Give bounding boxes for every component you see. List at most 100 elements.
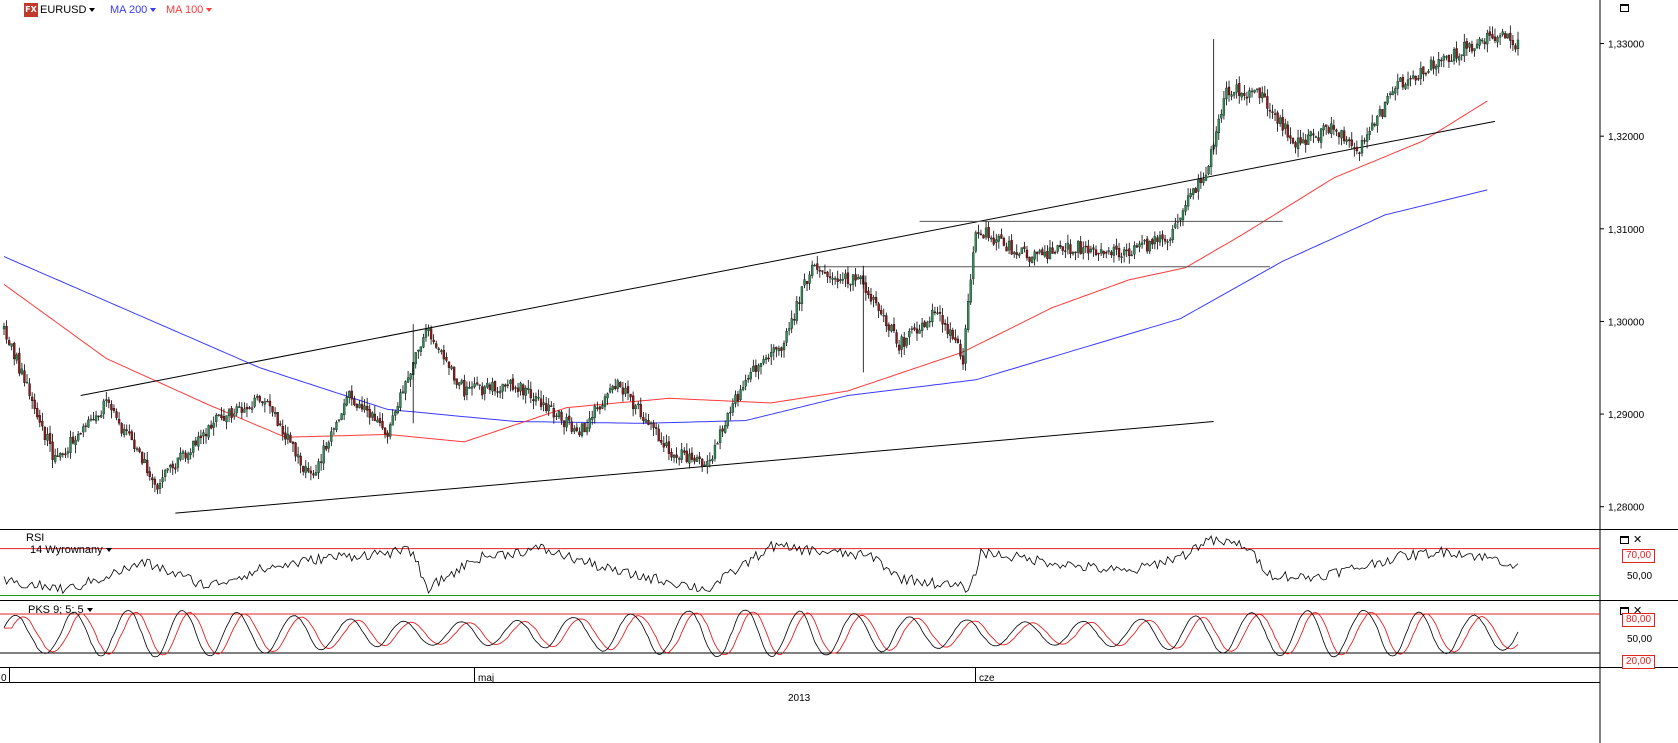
candle — [1488, 26, 1492, 41]
candle-body — [928, 320, 931, 323]
candle — [831, 272, 834, 286]
candle-body — [1281, 117, 1284, 131]
candle — [1184, 200, 1187, 216]
candle — [1135, 243, 1139, 249]
candle — [245, 403, 249, 418]
candle — [342, 398, 346, 421]
candle — [642, 412, 645, 425]
maximize-main-button[interactable] — [1620, 4, 1629, 12]
close-rsi-icon[interactable]: ✕ — [1633, 533, 1643, 546]
close-stoch-icon[interactable]: ✕ — [1633, 604, 1643, 617]
candle-body — [614, 386, 617, 389]
candle — [1406, 71, 1410, 90]
candle-body — [202, 432, 205, 437]
candle — [268, 394, 272, 414]
candle-body — [1322, 125, 1325, 131]
candle-body — [560, 411, 563, 421]
candle — [591, 410, 594, 425]
candle — [1394, 86, 1397, 101]
candle — [578, 427, 581, 437]
candle — [744, 374, 747, 391]
candle-body — [964, 328, 967, 364]
candle — [1048, 240, 1052, 260]
candle-body — [1391, 91, 1394, 96]
candle — [1158, 231, 1162, 246]
candle — [1417, 74, 1420, 82]
candle — [1373, 122, 1376, 128]
candle-body — [1266, 96, 1269, 109]
candle-body — [834, 278, 837, 280]
candle — [460, 378, 463, 385]
candle — [307, 462, 310, 474]
candle-body — [1189, 193, 1192, 197]
candle — [713, 439, 717, 462]
rsi-settings-selector[interactable]: 14 Wyrownany — [30, 544, 112, 556]
candle-body — [813, 264, 816, 267]
candle-body — [481, 386, 484, 396]
maximize-rsi-button[interactable] — [1620, 536, 1629, 544]
candle-body — [654, 427, 658, 429]
candle — [1319, 128, 1323, 149]
candle-body — [1327, 127, 1330, 133]
ma100-selector[interactable]: MA 100 — [166, 4, 213, 16]
chevron-down-icon — [86, 608, 93, 613]
candle-body — [1516, 39, 1520, 50]
candle — [913, 323, 916, 332]
candle-body — [903, 337, 906, 347]
time-label-left-edge: 0 — [1, 673, 7, 684]
candle — [89, 414, 93, 422]
candle-body — [192, 440, 195, 453]
candle — [248, 406, 251, 410]
symbol-selector[interactable]: EURUSD — [40, 4, 96, 16]
candle-body — [284, 432, 287, 440]
candle-body — [596, 407, 599, 409]
candle-body — [53, 455, 57, 462]
candle-body — [319, 461, 323, 463]
candle-body — [539, 398, 543, 407]
candle-body — [992, 237, 995, 245]
candle — [818, 266, 821, 278]
candle — [527, 379, 530, 394]
candle — [179, 447, 182, 462]
candle — [992, 230, 995, 246]
ma200-selector[interactable]: MA 200 — [110, 4, 157, 16]
candle-body — [399, 392, 402, 408]
candle-body — [688, 453, 691, 464]
candle-body — [984, 227, 988, 238]
candle — [1258, 87, 1261, 104]
candle — [378, 412, 382, 427]
candle — [1112, 243, 1116, 263]
candle-body — [84, 425, 87, 427]
candle — [488, 382, 492, 394]
candle — [110, 400, 113, 419]
candle-body — [1273, 113, 1277, 115]
candle-body — [890, 325, 893, 332]
candle-body — [1491, 33, 1494, 39]
candle — [550, 401, 553, 407]
candle-body — [552, 407, 555, 418]
candle — [565, 413, 568, 432]
candle-body — [1381, 109, 1384, 117]
candle-body — [238, 406, 241, 408]
candle — [263, 397, 267, 413]
candle-body — [593, 405, 596, 418]
candle — [445, 352, 448, 363]
candle — [654, 422, 658, 436]
stoch-settings-selector[interactable]: PKS 9; 5; 5 — [28, 604, 93, 616]
candle — [775, 346, 778, 358]
candle — [432, 334, 435, 345]
candle-body — [1194, 188, 1197, 193]
candle — [1450, 54, 1453, 63]
candle-body — [1056, 245, 1059, 252]
candle-body — [345, 397, 348, 406]
candle — [1289, 127, 1292, 145]
price-tick-label: 1,31000 — [1608, 225, 1645, 236]
candle — [94, 410, 98, 424]
candle — [1018, 252, 1021, 259]
candle-body — [1396, 81, 1399, 89]
candle-body — [396, 406, 399, 414]
candle — [10, 343, 13, 351]
candle — [701, 458, 704, 472]
candle — [1376, 115, 1379, 133]
candle-body — [1143, 240, 1146, 242]
